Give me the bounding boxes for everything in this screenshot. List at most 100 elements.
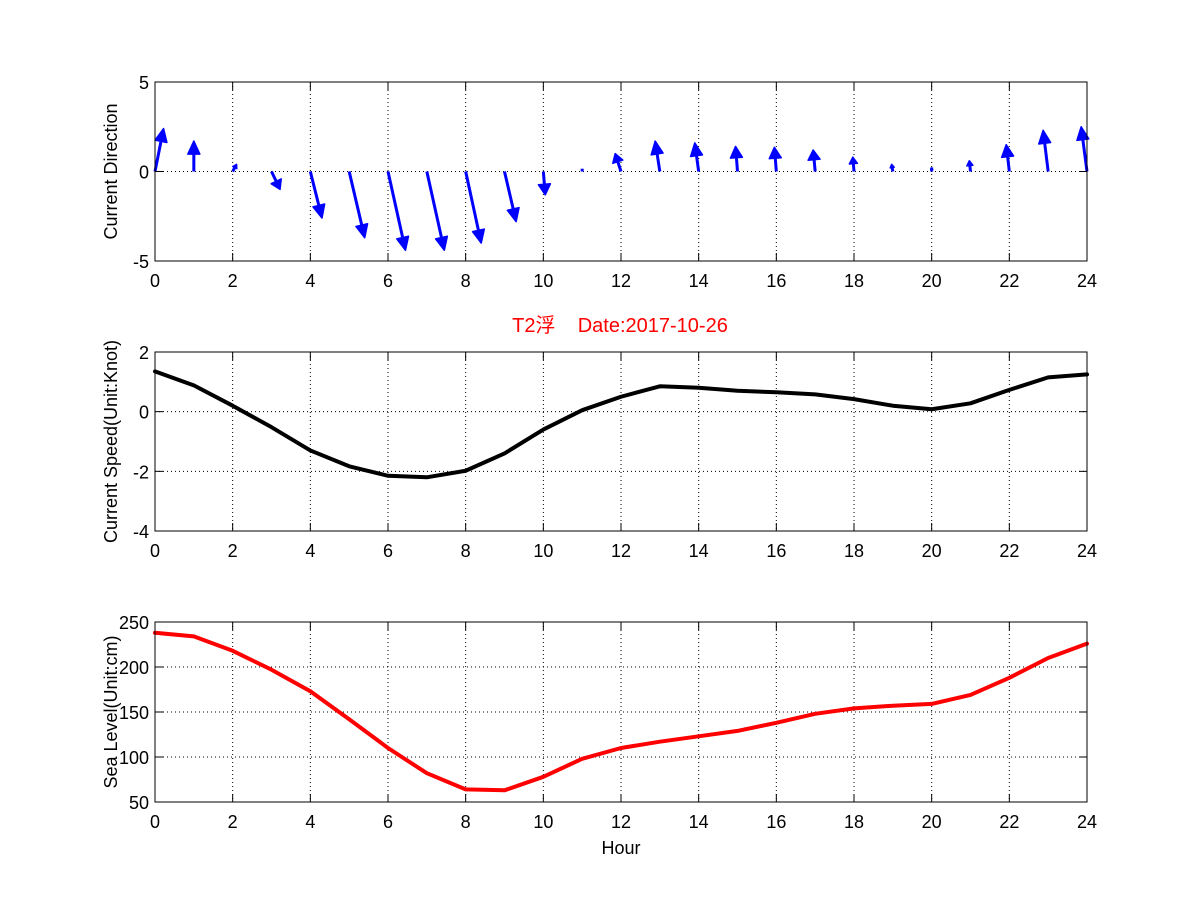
current-vector [187,140,201,172]
current-vector [464,171,486,244]
current-speed-data-point [387,475,389,477]
current-vector [1076,126,1090,172]
vector-head [471,228,486,244]
vector-head [537,183,552,196]
current-speed-data-point [659,385,661,387]
vector-head [154,127,168,144]
current-vector [270,170,282,191]
sea-level-xtick-label: 16 [766,812,786,832]
vector-shaft [694,153,701,172]
current-speed-xtick-label: 18 [844,541,864,561]
sea-level-xtick-label: 22 [999,812,1019,832]
sea-level-data-point [814,713,816,715]
current-direction-xtick-label: 10 [533,271,553,291]
sea-level-xtick-label: 14 [689,812,709,832]
sea-level-xlabel: Hour [601,838,640,858]
current-vector [1037,129,1052,172]
current-speed-xtick-label: 14 [689,541,709,561]
current-speed-data-point [853,398,855,400]
sea-level-xtick-label: 20 [922,812,942,832]
vector-head [506,206,520,223]
sea-level-xtick-label: 12 [611,812,631,832]
current-direction-xtick-label: 8 [461,271,471,291]
vector-head [581,169,584,172]
vector-head [807,149,821,161]
current-speed-xtick-label: 16 [766,541,786,561]
current-vector [1000,143,1015,172]
current-vector [308,171,326,219]
sea-level-data-point [193,635,195,637]
vector-shaft [425,171,444,240]
vector-head [729,145,744,159]
sea-level-ytick-label: 200 [119,658,149,678]
current-speed-ytick-label: -2 [133,462,149,482]
vector-head [966,160,974,167]
sea-level-ytick-label: 100 [119,748,149,768]
current-speed-data-point [348,465,350,467]
vector-shaft [655,151,662,172]
sea-level-data-point [387,747,389,749]
current-vector [347,171,369,239]
current-speed-xtick-label: 6 [383,541,393,561]
current-speed-data-point [931,408,933,410]
current-speed-xtick-label: 0 [150,541,160,561]
vector-shaft [153,139,163,172]
figure-title: T2浮 Date:2017-10-26 [512,314,728,337]
current-vector [966,160,974,172]
current-speed-xtick-label: 20 [922,541,942,561]
current-vector [848,156,859,172]
sea-level-data-point [504,789,505,791]
sea-level-data-point [426,772,428,774]
current-vector [807,149,821,172]
current-speed-data-point [542,429,544,431]
current-speed-data-point [465,470,467,472]
sea-level-data-point [348,718,350,720]
vector-head [848,156,859,165]
sea-level-ytick-label: 50 [129,793,149,813]
vector-head [768,146,782,160]
sea-level-xtick-label: 2 [228,812,238,832]
current-speed-data-point [504,452,505,454]
vector-head [1076,126,1090,142]
current-speed-ytick-label: -4 [133,522,149,542]
sea-level-data-point [309,690,311,692]
current-speed-xtick-label: 12 [611,541,631,561]
current-direction-ytick-label: 0 [139,163,149,183]
sea-level-data-point [271,669,272,671]
vector-head [612,152,624,165]
current-direction-xtick-label: 2 [228,271,238,291]
sea-level-data-point [892,705,894,707]
vector-shaft [464,171,481,233]
current-direction-xtick-label: 24 [1077,271,1097,291]
current-speed-ytick-label: 2 [139,343,149,363]
sea-level-data-point [931,703,933,705]
sea-level-data-point [232,650,234,652]
current-speed-data-point [271,426,272,428]
current-speed-data-point [232,405,234,407]
vector-shaft [1042,141,1050,172]
current-vector [231,163,238,173]
vector-head [1000,143,1015,159]
current-speed-xtick-label: 10 [533,541,553,561]
current-direction-xtick-label: 12 [611,271,631,291]
sea-level-data-point [1008,677,1010,679]
sea-level-data-point [698,735,700,737]
current-direction-xtick-label: 0 [150,271,160,291]
sea-level-ylabel: Sea Level(Unit:cm) [101,635,121,788]
current-vector [729,145,744,172]
vector-head [312,203,326,219]
current-speed-data-point [775,391,777,393]
current-vector [929,167,934,172]
current-direction-xtick-label: 16 [766,271,786,291]
sea-level-data-point [542,776,544,778]
current-speed-data-point [193,384,195,386]
current-direction-xtick-label: 22 [999,271,1019,291]
current-speed-plot-area [155,352,1087,531]
sea-level-xtick-label: 18 [844,812,864,832]
current-speed-data-point [970,402,971,404]
current-speed-ylabel: Current Speed(Unit:Knot) [101,340,121,543]
